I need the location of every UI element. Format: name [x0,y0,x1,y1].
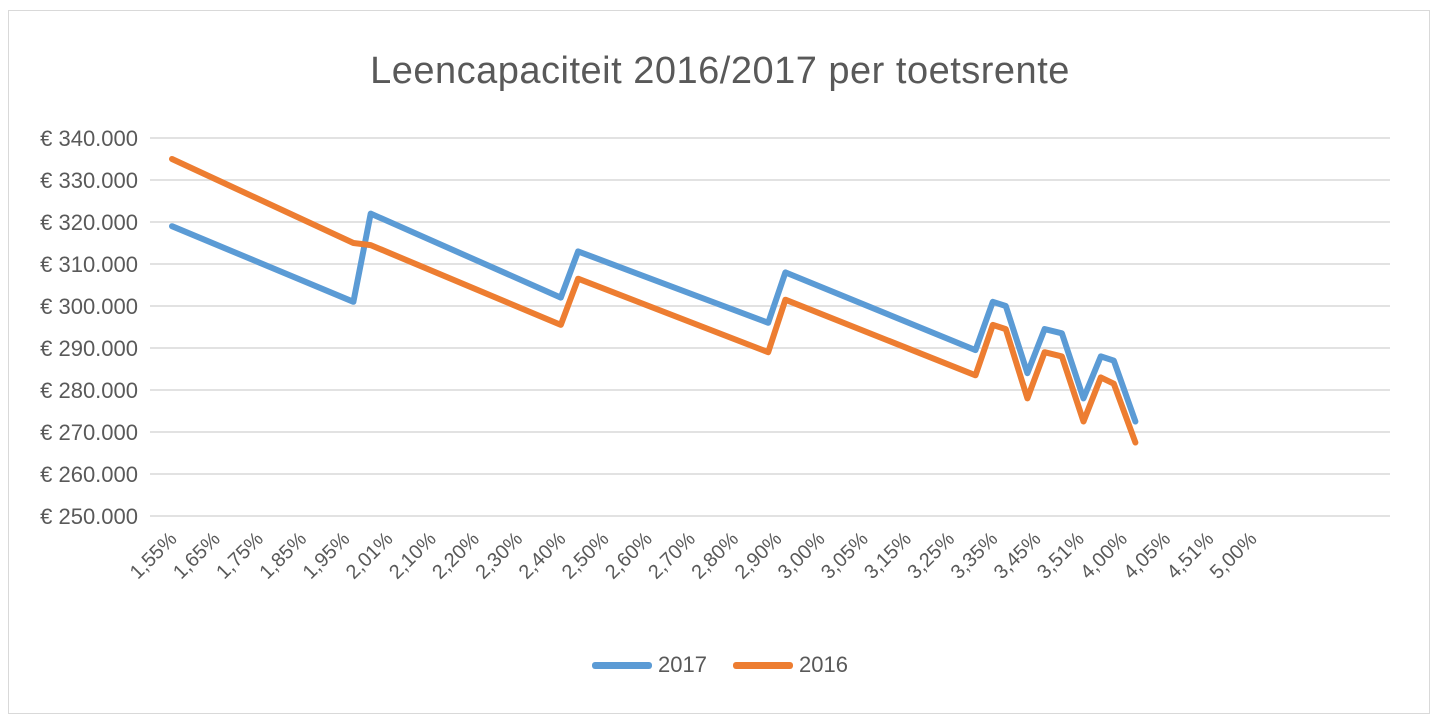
x-tick-label: 1,95% [299,528,355,584]
x-tick-label: 3,15% [860,528,916,584]
legend: 2017 2016 [0,652,1440,678]
x-tick-label: 3,51% [1033,528,1089,584]
x-tick-label: 2,10% [385,528,441,584]
series-line-2017 [169,210,1139,425]
y-tick-label: € 250.000 [40,504,138,529]
legend-swatch-2017 [592,661,653,669]
x-tick-label: 2,30% [471,528,527,584]
chart-title: Leencapaciteit 2016/2017 per toetsrente [370,50,1070,92]
legend-item-2017: 2017 [592,652,707,678]
x-tick-label: 2,20% [428,528,484,584]
legend-label-2016: 2016 [799,652,848,677]
y-tick-label: € 290.000 [40,336,138,361]
series-line-2016 [169,156,1139,446]
x-tick-label: 2,40% [515,528,571,584]
y-tick-label: € 340.000 [40,126,138,151]
x-tick-label: 3,25% [903,528,959,584]
chart-frame [8,10,1430,714]
x-tick-label: 1,65% [169,528,225,584]
y-tick-label: € 310.000 [40,252,138,277]
x-tick-label: 3,00% [774,528,830,584]
x-tick-label: 4,00% [1076,528,1132,584]
x-tick-label: 3,45% [990,528,1046,584]
y-tick-label: € 270.000 [40,420,138,445]
x-tick-label: 2,50% [558,528,614,584]
x-tick-label: 1,75% [212,528,268,584]
x-tick-label: 2,80% [687,528,743,584]
y-tick-label: € 300.000 [40,294,138,319]
y-tick-label: € 320.000 [40,210,138,235]
x-tick-label: 1,55% [126,528,182,584]
series-lines [169,156,1139,446]
legend-label-2017: 2017 [658,652,707,677]
x-tick-label: 5,00% [1206,528,1262,584]
y-axis-ticks: € 340.000 € 330.000 € 320.000 € 310.000 € 30… [40,126,138,529]
x-tick-label: 3,35% [947,528,1003,584]
legend-swatch-2016 [733,661,793,669]
x-tick-label: 4,51% [1163,528,1219,584]
x-tick-label: 2,01% [342,528,398,584]
y-tick-label: € 280.000 [40,378,138,403]
x-tick-label: 1,85% [255,528,311,584]
y-tick-label: € 260.000 [40,462,138,487]
x-tick-label: 4,05% [1119,528,1175,584]
x-axis-ticks: 1,55%1,65%1,75%1,85%1,95%2,01%2,10%2,20%… [126,528,1262,584]
legend-item-2016: 2016 [733,652,848,678]
y-tick-label: € 330.000 [40,168,138,193]
x-tick-label: 2,70% [644,528,700,584]
x-tick-label: 2,90% [731,528,787,584]
x-tick-label: 3,05% [817,528,873,584]
gridlines [150,137,1390,517]
x-tick-label: 2,60% [601,528,657,584]
